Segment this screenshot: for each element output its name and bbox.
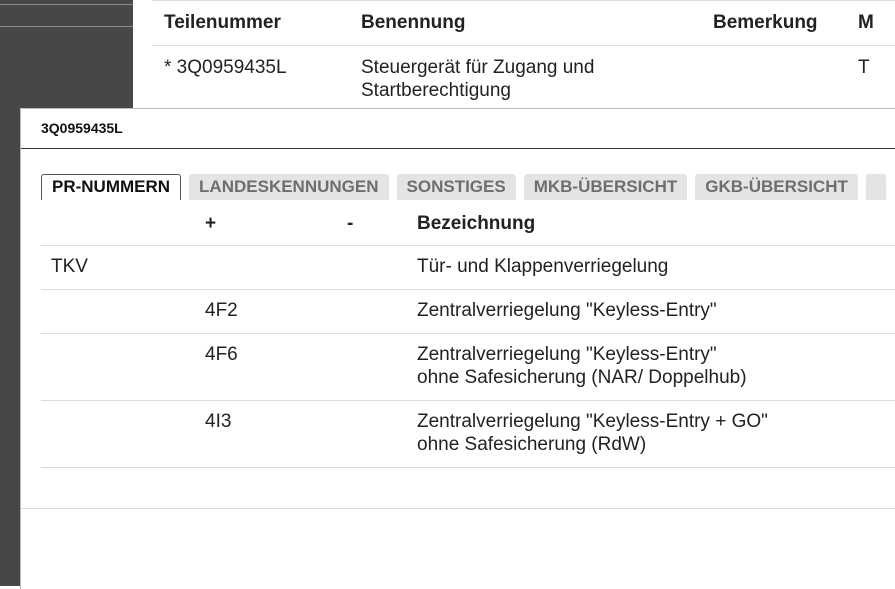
table-cell: TKV — [51, 256, 88, 277]
tab-bar: PR-NUMMERN LANDESKENNUNGEN SONSTIGES MKB-ÜB… — [41, 174, 886, 200]
tab[interactable] — [865, 174, 886, 200]
table-cell: Steuergerät für Zugang und Startberechti… — [361, 57, 595, 101]
background-table: Teilenummer Benennung Bemerkung M * 3Q095943… — [152, 0, 895, 108]
column-header: + — [205, 213, 217, 234]
pr-table: + - Bezeichnung TKV Tür- und Klappenverriege… — [41, 200, 895, 500]
table-cell: T — [858, 57, 870, 78]
row-border — [41, 333, 895, 334]
dialog-title: 3Q0959435L — [41, 120, 123, 136]
row-border — [41, 245, 895, 246]
table-cell: Zentralverriegelung "Keyless-Entry" ohne… — [417, 344, 747, 388]
table-cell: Zentralverriegelung "Keyless-Entry" — [417, 300, 717, 321]
column-header: Benennung — [361, 12, 466, 33]
column-header: M — [858, 12, 874, 33]
table-cell: 4F6 — [205, 344, 238, 365]
column-header: Bezeichnung — [417, 213, 536, 234]
table-cell: Zentralverriegelung "Keyless-Entry + GO"… — [417, 411, 768, 455]
table-cell: 4I3 — [205, 411, 232, 432]
column-header: Teilenummer — [164, 12, 281, 33]
tab[interactable]: GKB-ÜBERSICHT — [695, 174, 858, 200]
tab[interactable]: LANDESKENNUNGEN — [189, 174, 389, 200]
column-header: - — [347, 213, 354, 234]
row-border — [152, 45, 895, 46]
dialog-header-border — [21, 148, 895, 149]
table-cell: * 3Q0959435L — [164, 57, 287, 78]
column-header: Bemerkung — [713, 12, 818, 33]
table-cell: 4F2 — [205, 300, 238, 321]
table-cell: Tür- und Klappenverriegelung — [417, 256, 669, 277]
row-border — [152, 0, 895, 1]
tab[interactable]: MKB-ÜBERSICHT — [523, 174, 688, 200]
row-border — [41, 289, 895, 290]
row-border — [41, 467, 895, 468]
dialog: 3Q0959435L PR-NUMMERN LANDESKENNUNGEN SONS… — [20, 108, 895, 589]
tab[interactable]: PR-NUMMERN — [41, 174, 182, 200]
dialog-footer-border — [21, 508, 895, 509]
tab[interactable]: SONSTIGES — [396, 174, 516, 200]
side-panel-line — [0, 26, 133, 27]
side-panel-line — [0, 4, 133, 5]
row-border — [41, 400, 895, 401]
